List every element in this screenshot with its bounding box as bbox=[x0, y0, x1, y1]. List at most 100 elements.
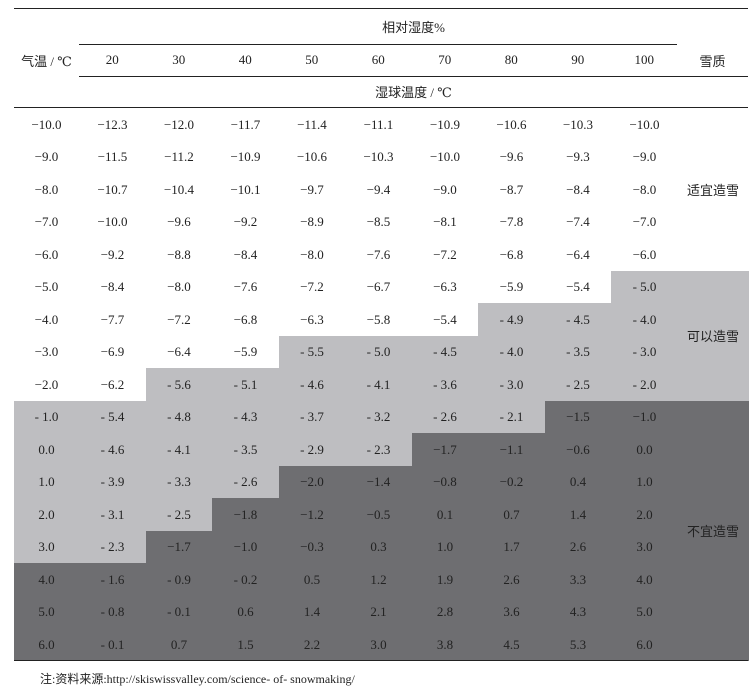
wet-bulb-cell: −10.6 bbox=[278, 140, 346, 174]
wet-bulb-cell: - 3.0 bbox=[478, 368, 545, 401]
wet-bulb-cell: −6.4 bbox=[544, 238, 612, 271]
wet-bulb-cell: −10.3 bbox=[544, 108, 612, 141]
wet-bulb-cell: −12.0 bbox=[145, 108, 213, 141]
wet-bulb-cell: −11.2 bbox=[145, 140, 213, 174]
wet-bulb-cell: −7.0 bbox=[611, 205, 678, 239]
wet-bulb-cell: - 4.6 bbox=[278, 368, 346, 401]
wet-bulb-cell: −9.6 bbox=[145, 205, 213, 239]
wet-bulb-cell: −10.9 bbox=[212, 140, 279, 174]
wet-bulb-cell: 4.3 bbox=[544, 595, 612, 629]
temp-cell: −6.0 bbox=[14, 238, 79, 271]
wet-bulb-cell: −10.3 bbox=[345, 140, 412, 174]
wet-bulb-cell: −5.8 bbox=[345, 303, 412, 336]
wet-bulb-cell: −10.0 bbox=[611, 108, 678, 141]
wet-bulb-cell: −10.7 bbox=[79, 173, 146, 206]
snow-quality-cell: 适宜造雪 bbox=[677, 108, 749, 271]
wet-bulb-cell: - 4.5 bbox=[544, 303, 612, 336]
wet-bulb-cell: −5.9 bbox=[478, 270, 545, 304]
wet-bulb-cell: −8.8 bbox=[145, 238, 213, 271]
wet-bulb-cell: - 5.0 bbox=[345, 335, 412, 369]
wet-bulb-cell: 1.2 bbox=[345, 563, 412, 596]
wet-bulb-cell: - 4.0 bbox=[611, 303, 678, 336]
wet-bulb-cell: −1.0 bbox=[611, 400, 678, 434]
wet-bulb-cell: - 2.1 bbox=[478, 400, 545, 434]
temp-cell: 0.0 bbox=[14, 433, 79, 466]
wet-bulb-cell: - 4.9 bbox=[478, 303, 545, 336]
temp-cell: −8.0 bbox=[14, 173, 79, 206]
wet-bulb-cell: 1.0 bbox=[411, 530, 479, 564]
humidity-header: 50 bbox=[305, 52, 319, 67]
wet-bulb-cell: - 2.5 bbox=[145, 498, 213, 531]
wet-bulb-cell: −6.7 bbox=[345, 270, 412, 304]
wet-bulb-cell: - 2.0 bbox=[611, 368, 678, 401]
wet-bulb-cell: −6.3 bbox=[278, 303, 346, 336]
wet-bulb-cell: −10.6 bbox=[478, 108, 545, 141]
wet-bulb-cell: −7.4 bbox=[544, 205, 612, 239]
wet-bulb-cell: 1.7 bbox=[478, 530, 545, 564]
wet-bulb-cell: - 0.1 bbox=[145, 595, 213, 629]
wet-bulb-cell: - 5.1 bbox=[212, 368, 279, 401]
humidity-header: 20 bbox=[105, 52, 119, 67]
wet-bulb-cell: - 5.0 bbox=[611, 270, 678, 304]
wet-bulb-cell: - 3.7 bbox=[278, 400, 346, 434]
wet-bulb-cell: 0.1 bbox=[411, 498, 479, 531]
wet-bulb-cell: −8.9 bbox=[278, 205, 346, 239]
wet-bulb-cell: −6.3 bbox=[411, 270, 479, 304]
wet-bulb-cell: −7.2 bbox=[145, 303, 213, 336]
wet-bulb-cell: −9.3 bbox=[544, 140, 612, 174]
wet-bulb-cell: - 4.0 bbox=[478, 335, 545, 369]
wet-bulb-cell: −11.4 bbox=[278, 108, 346, 141]
wet-bulb-cell: −6.8 bbox=[212, 303, 279, 336]
wet-bulb-cell: 1.9 bbox=[411, 563, 479, 596]
wet-bulb-cell: −11.5 bbox=[79, 140, 146, 174]
wet-bulb-cell: −10.1 bbox=[212, 173, 279, 206]
row-label-header: 气温 / ℃ bbox=[21, 53, 72, 69]
snow-quality-header: 雪质 bbox=[699, 53, 726, 69]
wet-bulb-cell: 2.8 bbox=[411, 595, 479, 629]
wet-bulb-cell: −1.1 bbox=[478, 433, 545, 466]
wet-bulb-cell: 2.2 bbox=[278, 628, 346, 661]
wet-bulb-cell: - 2.9 bbox=[278, 433, 346, 466]
temp-cell: 1.0 bbox=[14, 465, 79, 499]
wet-bulb-cell: −9.2 bbox=[212, 205, 279, 239]
wet-bulb-cell: - 3.6 bbox=[411, 368, 479, 401]
wet-bulb-cell: - 3.3 bbox=[145, 465, 213, 499]
wet-bulb-cell: −10.9 bbox=[411, 108, 479, 141]
humidity-header: 90 bbox=[571, 52, 585, 67]
wet-bulb-cell: - 4.5 bbox=[411, 335, 479, 369]
wet-bulb-cell: −6.2 bbox=[79, 368, 146, 401]
wet-bulb-cell: −10.0 bbox=[79, 205, 146, 239]
wet-bulb-cell: - 3.0 bbox=[611, 335, 678, 369]
wet-bulb-cell: −1.0 bbox=[212, 530, 279, 564]
wet-bulb-cell: −5.9 bbox=[212, 335, 279, 369]
wet-bulb-cell: −8.0 bbox=[278, 238, 346, 271]
wet-bulb-cell: −6.4 bbox=[145, 335, 213, 369]
wet-bulb-cell: −10.0 bbox=[411, 140, 479, 174]
wet-bulb-cell: −1.8 bbox=[212, 498, 279, 531]
wet-bulb-cell: −0.3 bbox=[278, 530, 346, 564]
wet-bulb-cell: 3.8 bbox=[411, 628, 479, 661]
wet-bulb-cell: - 4.1 bbox=[345, 368, 412, 401]
wet-bulb-cell: −9.2 bbox=[79, 238, 146, 271]
wet-bulb-cell: −5.4 bbox=[544, 270, 612, 304]
wet-bulb-cell: - 0.8 bbox=[79, 595, 146, 629]
temp-cell: −10.0 bbox=[14, 108, 79, 141]
wet-bulb-cell: 0.6 bbox=[212, 595, 279, 629]
humidity-header: 40 bbox=[238, 52, 252, 67]
snow-quality-cell: 不宜造雪 bbox=[677, 400, 749, 661]
wet-bulb-cell: 3.6 bbox=[478, 595, 545, 629]
wet-bulb-cell: 2.1 bbox=[345, 595, 412, 629]
wet-bulb-cell: −1.4 bbox=[345, 465, 412, 499]
wet-bulb-cell: −2.0 bbox=[278, 465, 346, 499]
wet-bulb-cell: −6.9 bbox=[79, 335, 146, 369]
wet-bulb-cell: −9.0 bbox=[611, 140, 678, 174]
wet-bulb-cell: 0.4 bbox=[544, 465, 612, 499]
wet-bulb-cell: 3.0 bbox=[611, 530, 678, 564]
wet-bulb-cell: - 4.1 bbox=[145, 433, 213, 466]
wet-bulb-cell: 3.0 bbox=[345, 628, 412, 661]
wet-bulb-cell: −1.7 bbox=[411, 433, 479, 466]
temp-cell: −2.0 bbox=[14, 368, 79, 401]
wet-bulb-cell: 1.4 bbox=[544, 498, 612, 531]
wet-bulb-cell: - 2.3 bbox=[79, 530, 146, 564]
wet-bulb-cell: −0.8 bbox=[411, 465, 479, 499]
